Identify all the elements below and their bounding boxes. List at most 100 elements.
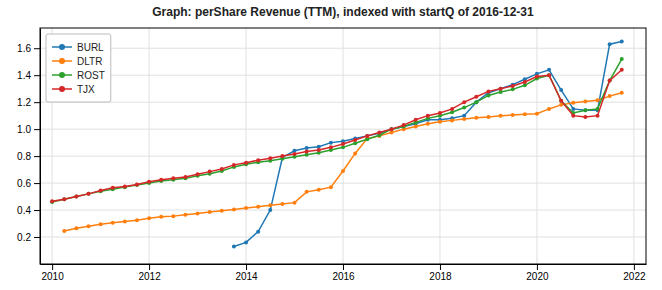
x-tick: 2016 — [332, 264, 355, 282]
point — [426, 114, 430, 118]
y-tick: 0.2 — [17, 232, 40, 243]
grid-line-x — [439, 28, 440, 264]
point — [147, 216, 151, 220]
y-axis: 0.20.40.60.81.01.21.41.6 — [17, 29, 40, 265]
point — [159, 178, 163, 182]
series — [50, 68, 624, 203]
y-tick-mark — [34, 102, 40, 103]
point — [305, 149, 309, 153]
point — [220, 167, 224, 171]
point — [414, 124, 418, 128]
grid-line-y — [40, 183, 646, 184]
grid-line-x — [633, 28, 634, 264]
point — [268, 156, 272, 160]
point — [450, 107, 454, 111]
point — [62, 197, 66, 201]
x-tick-mark — [343, 264, 344, 270]
point — [171, 214, 175, 218]
point — [208, 210, 212, 214]
x-tick-label: 2020 — [526, 271, 549, 282]
grid-line-y — [40, 210, 646, 211]
point — [596, 98, 600, 102]
grid-line-y — [40, 156, 646, 157]
x-tick: 2022 — [623, 264, 646, 282]
point — [523, 80, 527, 84]
point — [147, 180, 151, 184]
y-tick-label: 1.6 — [17, 43, 31, 54]
y-tick-mark — [34, 156, 40, 157]
point — [389, 127, 393, 131]
point — [329, 145, 333, 149]
point — [244, 240, 248, 244]
point — [329, 141, 333, 145]
point — [256, 205, 260, 209]
point — [74, 226, 78, 230]
point — [341, 142, 345, 146]
grid-line-y — [40, 129, 646, 130]
point — [99, 222, 103, 226]
x-tick-mark — [537, 264, 538, 270]
point — [123, 185, 127, 189]
y-tick-mark — [34, 210, 40, 211]
point — [377, 131, 381, 135]
y-tick: 1.6 — [17, 43, 40, 54]
point — [111, 221, 115, 225]
legend-item: TJX — [52, 84, 95, 95]
point — [232, 163, 236, 167]
point — [196, 172, 200, 176]
point — [389, 127, 393, 131]
legend-box — [46, 34, 111, 102]
point — [559, 99, 563, 103]
title: Graph: perShare Revenue (TTM), indexed w… — [152, 5, 534, 19]
point — [268, 203, 272, 207]
point — [583, 108, 587, 112]
x-tick-label: 2012 — [138, 271, 161, 282]
grid-line-y — [40, 75, 646, 76]
point — [499, 87, 503, 91]
point — [280, 154, 284, 158]
point — [232, 244, 236, 248]
grid-line-x — [536, 28, 537, 264]
x-tick-label: 2014 — [235, 271, 258, 282]
legend-marker — [59, 72, 65, 78]
point — [317, 148, 321, 152]
point — [353, 151, 357, 155]
point — [547, 73, 551, 77]
grid-line-y — [40, 48, 646, 49]
point — [244, 206, 248, 210]
point — [62, 229, 66, 233]
legend-item: ROST — [52, 70, 105, 81]
y-tick-mark — [34, 183, 40, 184]
point — [86, 192, 90, 196]
point — [559, 99, 563, 103]
point — [535, 112, 539, 116]
legend-label: ROST — [77, 70, 105, 81]
legend-marker — [59, 44, 65, 50]
y-tick-mark — [34, 237, 40, 238]
point — [620, 68, 624, 72]
point — [414, 118, 418, 122]
point — [608, 79, 612, 83]
y-tick-label: 0.6 — [17, 178, 31, 189]
line — [64, 93, 622, 231]
x-tick-mark — [246, 264, 247, 270]
x-tick: 2020 — [526, 264, 549, 282]
x-tick-label: 2018 — [429, 271, 452, 282]
y-tick-mark — [34, 75, 40, 76]
point — [123, 184, 127, 188]
x-tick-mark — [440, 264, 441, 270]
point — [620, 91, 624, 95]
point — [523, 112, 527, 116]
y-tick-mark — [34, 48, 40, 49]
point — [608, 94, 612, 98]
point — [317, 188, 321, 192]
point — [293, 152, 297, 156]
legend-item: BURL — [52, 42, 104, 53]
point — [583, 115, 587, 119]
point — [389, 127, 393, 131]
y-tick: 0.6 — [17, 178, 40, 189]
grid-line-x — [246, 28, 247, 264]
y-tick-label: 1.0 — [17, 124, 31, 135]
point — [511, 113, 515, 117]
point — [583, 108, 587, 112]
